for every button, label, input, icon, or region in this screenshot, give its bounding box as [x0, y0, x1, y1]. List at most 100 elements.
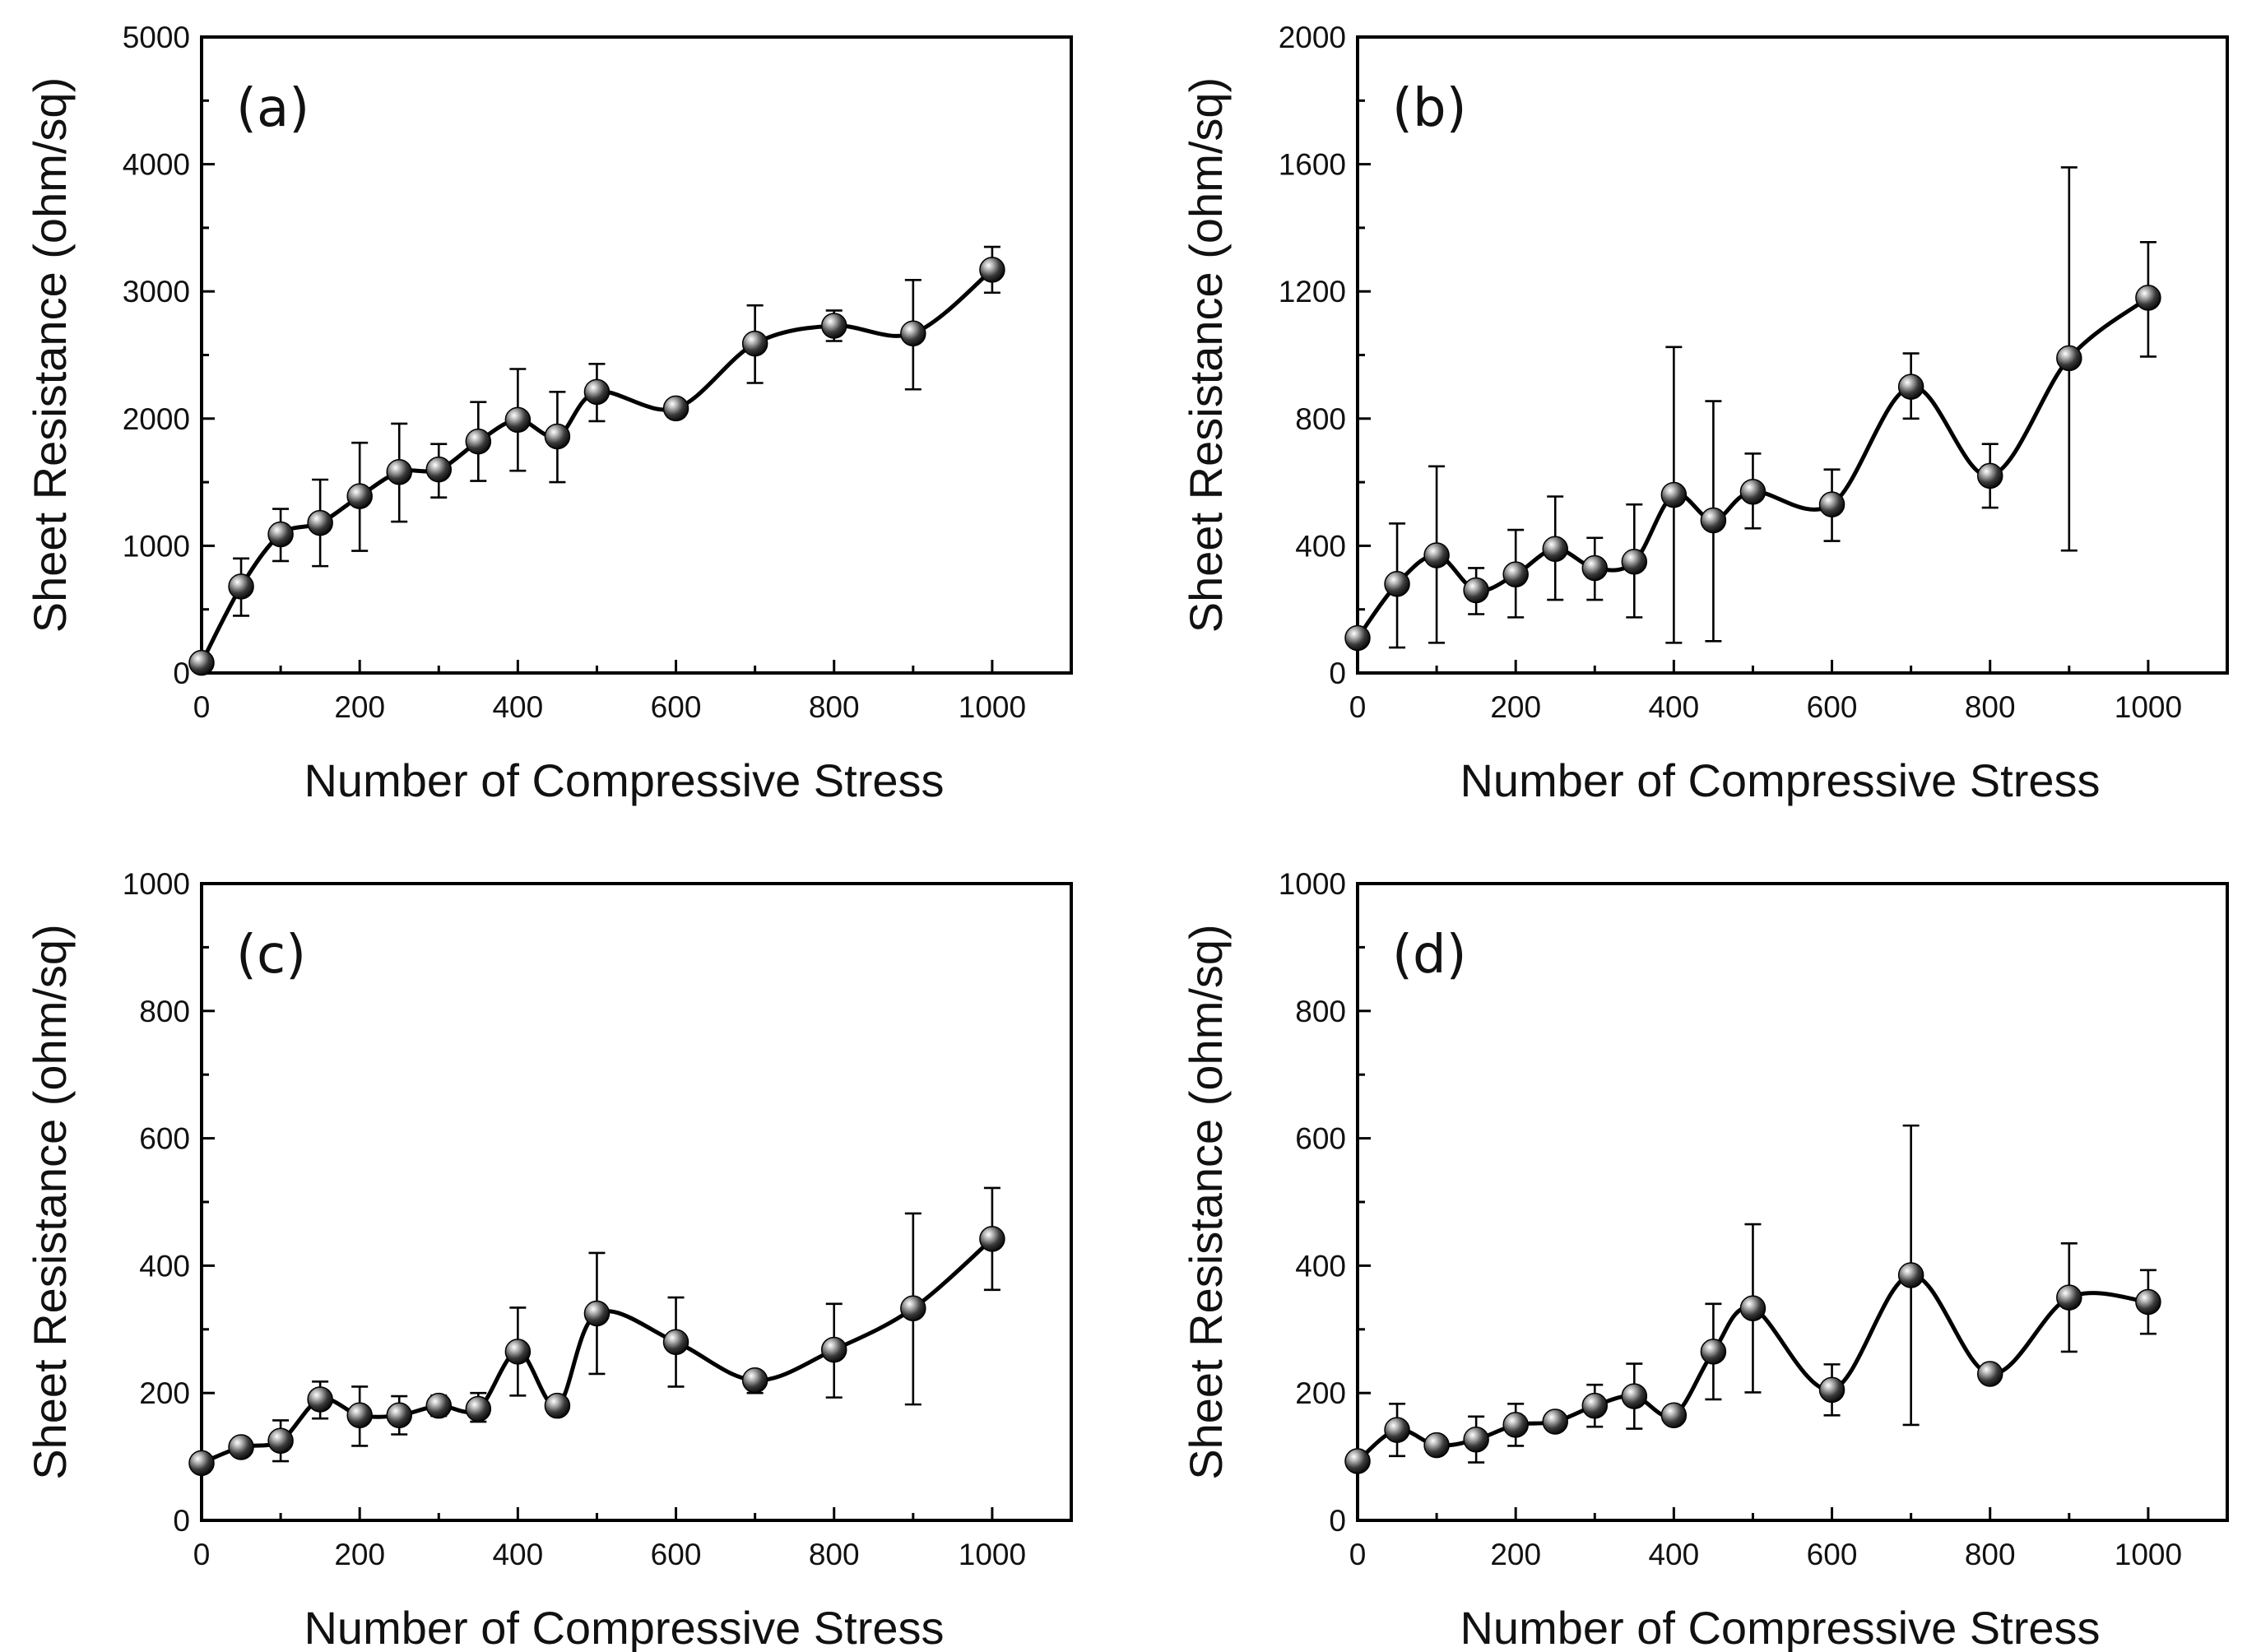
data-point-a: [267, 521, 294, 548]
x-axis-title-a: Number of Compressive Stress: [304, 754, 944, 806]
x-tick-label-b: 200: [1490, 690, 1541, 724]
data-point-b: [1660, 481, 1688, 508]
y-tick-label-a: 0: [173, 657, 190, 690]
data-point-b: [1818, 491, 1845, 517]
x-tick-label-a: 200: [334, 690, 385, 724]
y-tick-label-a: 1000: [123, 529, 190, 563]
data-point-d: [1502, 1412, 1529, 1438]
data-point-c: [820, 1336, 847, 1363]
data-point-b: [1739, 478, 1766, 505]
data-point-d: [1344, 1448, 1371, 1474]
data-point-c: [465, 1395, 492, 1422]
y-tick-label-c: 800: [139, 995, 190, 1028]
x-tick-label-d: 400: [1648, 1538, 1699, 1571]
y-tick-label-d: 200: [1295, 1376, 1346, 1410]
y-tick-label-d: 1000: [1279, 867, 1346, 901]
x-tick-label-b: 800: [1965, 690, 2016, 724]
plot-frame-c: [200, 882, 1073, 1522]
data-point-c: [504, 1339, 532, 1365]
y-tick-label-c: 200: [139, 1376, 190, 1410]
y-tick-label-d: 600: [1295, 1122, 1346, 1156]
y-tick-label-c: 600: [139, 1122, 190, 1156]
data-point-c: [544, 1392, 571, 1419]
data-point-a: [465, 428, 492, 455]
data-point-c: [979, 1226, 1005, 1252]
y-tick-label-d: 0: [1329, 1504, 1346, 1538]
y-tick-label-d: 800: [1295, 995, 1346, 1028]
data-point-b: [1700, 507, 1727, 534]
x-tick-label-c: 600: [651, 1538, 702, 1571]
data-point-d: [1621, 1383, 1648, 1409]
data-point-c: [583, 1300, 610, 1327]
data-point-c: [425, 1392, 453, 1419]
data-point-d: [1976, 1361, 2003, 1387]
y-axis-title-a: Sheet Resistance (ohm/sq): [24, 77, 76, 633]
x-tick-label-b: 1000: [2115, 690, 2182, 724]
x-tick-label-c: 200: [334, 1538, 385, 1571]
y-tick-label-c: 0: [173, 1504, 190, 1538]
x-tick-label-c: 400: [492, 1538, 543, 1571]
data-point-d: [1739, 1295, 1766, 1322]
fit-curve-a: [199, 267, 994, 664]
y-tick-label-a: 2000: [123, 402, 190, 436]
x-tick-label-c: 800: [809, 1538, 860, 1571]
x-tick-label-a: 600: [651, 690, 702, 724]
y-tick-label-a: 5000: [123, 21, 190, 54]
data-point-a: [504, 406, 532, 434]
x-tick-label-b: 400: [1648, 690, 1699, 724]
y-tick-label-b: 800: [1295, 402, 1346, 436]
data-point-b: [2135, 285, 2161, 311]
data-point-b: [1976, 462, 2003, 490]
y-tick-label-d: 400: [1295, 1249, 1346, 1283]
data-point-c: [188, 1450, 215, 1477]
y-tick-label-b: 2000: [1279, 21, 1346, 54]
data-point-d: [1542, 1408, 1568, 1435]
data-point-d: [1660, 1402, 1688, 1429]
panel-c: 0 200 400 600 800 1000 0 200 400 600 800 1000 Number…: [24, 867, 1073, 1652]
data-point-a: [900, 320, 926, 346]
x-tick-label-d: 800: [1965, 1538, 2016, 1571]
x-tick-label-a: 1000: [959, 690, 1026, 724]
data-point-a: [979, 257, 1005, 283]
data-point-c: [662, 1329, 689, 1356]
data-point-d: [1897, 1262, 1924, 1288]
y-tick-label-a: 3000: [123, 275, 190, 309]
data-point-d: [1700, 1339, 1727, 1365]
panel-label-c: (c): [236, 925, 306, 986]
y-tick-label-c: 400: [139, 1249, 190, 1283]
data-point-a: [662, 395, 689, 422]
data-point-b: [2056, 345, 2082, 372]
data-point-b: [1344, 624, 1371, 652]
data-point-a: [188, 649, 215, 676]
y-tick-label-a: 4000: [123, 148, 190, 182]
x-tick-label-b: 600: [1807, 690, 1858, 724]
plot-frame-b: [1356, 35, 2229, 675]
data-point-d: [2056, 1284, 2082, 1311]
x-tick-label-b: 0: [1349, 690, 1367, 724]
data-point-a: [741, 330, 768, 357]
x-axis-title-b: Number of Compressive Stress: [1460, 754, 2100, 806]
panel-label-b: (b): [1392, 78, 1467, 139]
panel-a: 0 1000 2000 3000 4000 5000 0 200 400 600 800 1000 Nu…: [24, 21, 1073, 806]
panel-b: 0 400 800 1200 1600 2000 0 200 400 600 800 1000 Numb…: [1180, 21, 2229, 806]
data-point-b: [1502, 561, 1529, 587]
plot-frame-d: [1356, 882, 2229, 1522]
data-point-b: [1581, 555, 1609, 582]
y-tick-label-b: 400: [1295, 529, 1346, 563]
x-tick-label-d: 200: [1490, 1538, 1541, 1571]
data-point-a: [386, 458, 412, 485]
data-point-c: [228, 1434, 254, 1460]
data-point-c: [741, 1367, 768, 1394]
panel-label-a: (a): [236, 78, 309, 139]
y-axis-title-c: Sheet Resistance (ohm/sq): [24, 924, 76, 1479]
y-tick-label-b: 1200: [1279, 275, 1346, 309]
y-tick-label-c: 1000: [123, 867, 190, 901]
x-tick-label-d: 0: [1349, 1538, 1367, 1571]
data-point-c: [346, 1402, 373, 1429]
data-point-b: [1463, 577, 1489, 604]
data-point-d: [1384, 1417, 1410, 1443]
x-tick-label-a: 800: [809, 690, 860, 724]
data-point-c: [900, 1295, 926, 1322]
panel-d: 0 200 400 600 800 1000 0 200 400 600 800 1000 Number…: [1180, 867, 2229, 1652]
